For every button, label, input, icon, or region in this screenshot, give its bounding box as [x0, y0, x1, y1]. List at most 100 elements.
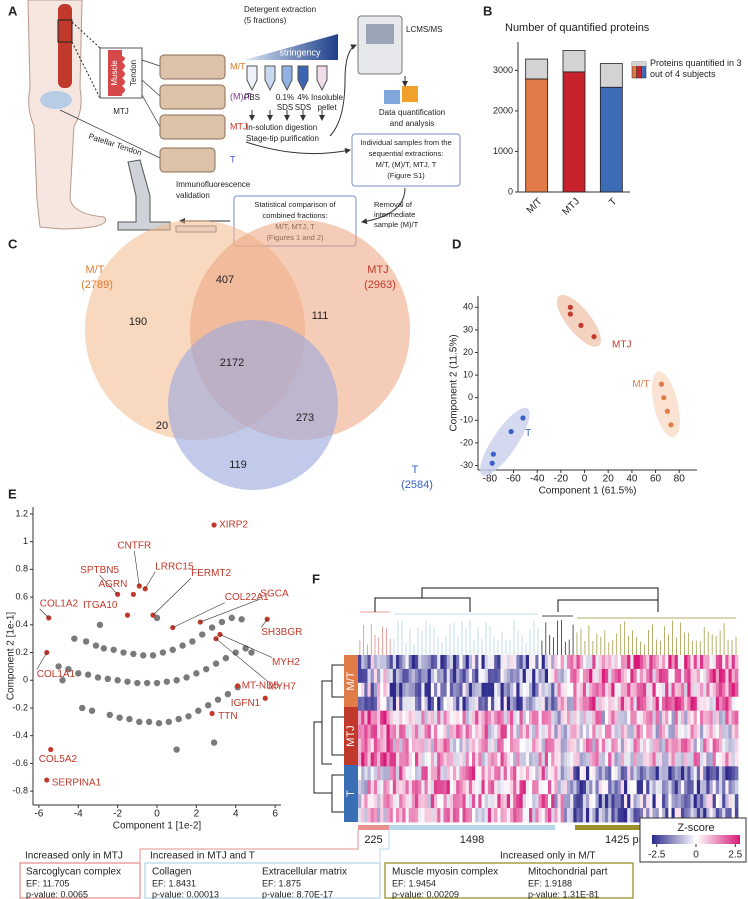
venn-count: 20	[156, 420, 168, 432]
venn-count: 190	[129, 316, 147, 328]
heatmap-cell	[633, 724, 638, 739]
heatmap-cell	[418, 752, 422, 767]
heatmap-cell	[478, 794, 482, 809]
heatmap-cell	[408, 696, 413, 712]
heatmap-cell	[731, 794, 736, 809]
point	[203, 665, 210, 673]
point	[664, 408, 671, 414]
heatmap-cell	[614, 780, 619, 795]
heatmap-cell	[582, 766, 587, 781]
heatmap-cell	[693, 808, 698, 823]
heatmap-cell	[386, 724, 391, 739]
heatmap-cell	[627, 682, 631, 698]
y-tick-label: 0.4	[15, 619, 28, 629]
heatmap-cell	[538, 738, 543, 753]
heatmap-cell	[541, 682, 546, 698]
heatmap-cell	[506, 710, 511, 725]
heatmap-cell	[513, 710, 517, 725]
heatmap-cell	[677, 682, 682, 698]
heatmap-cell	[389, 655, 394, 670]
y-tick-label: 3000	[493, 65, 513, 75]
heatmap-cell	[573, 780, 577, 795]
point	[142, 586, 148, 592]
tube	[316, 65, 328, 92]
heatmap-cell	[484, 752, 489, 767]
heatmap-cell	[681, 696, 685, 712]
heatmap-cell	[392, 738, 397, 753]
heatmap-cell	[399, 655, 403, 670]
heatmap-cell	[677, 780, 682, 795]
heatmap-cell	[380, 696, 384, 712]
heatmap-cell	[652, 682, 657, 698]
heatmap-cell	[684, 766, 688, 781]
heatmap-cell	[494, 780, 498, 795]
heatmap-cell	[706, 738, 710, 753]
label: Data quantification	[379, 108, 445, 117]
heatmap-cell	[639, 655, 644, 670]
heatmap-cell	[481, 808, 486, 823]
heatmap-cell	[725, 780, 729, 795]
heatmap-cell	[665, 655, 669, 670]
heatmap-cell	[668, 682, 672, 698]
heatmap-cell	[415, 655, 419, 670]
heatmap-cell	[491, 724, 495, 739]
point	[490, 451, 496, 457]
heatmap-cell	[589, 710, 593, 725]
legend-label: Proteins quantified in 3 out of 4 subjec…	[650, 58, 742, 79]
heatmap-cell	[440, 696, 444, 712]
heatmap-cell	[646, 766, 650, 781]
heatmap-cell	[525, 724, 530, 739]
heatmap-cell	[519, 655, 524, 670]
heatmap-cell	[538, 752, 543, 767]
heatmap-cell	[548, 682, 552, 698]
heatmap-cell	[557, 710, 562, 725]
cluster-size: 1498	[460, 834, 484, 846]
heatmap-cell	[576, 752, 581, 767]
heatmap-cell	[722, 752, 726, 767]
heatmap-cell	[646, 655, 650, 670]
heatmap-cell	[453, 808, 457, 823]
heatmap-cell	[443, 794, 448, 809]
heatmap-cell	[649, 766, 653, 781]
point	[189, 638, 196, 645]
heatmap-cell	[557, 655, 562, 670]
heatmap-cell	[440, 752, 444, 767]
heatmap-cell	[579, 766, 584, 781]
heatmap-cell	[706, 766, 710, 781]
heatmap-cell	[392, 724, 397, 739]
label: Tendon	[129, 60, 138, 86]
heatmap-cell	[671, 738, 676, 753]
heatmap-cell	[358, 724, 362, 739]
heatmap-cell	[503, 766, 508, 781]
heatmap-cell	[649, 724, 653, 739]
heatmap-cell	[624, 738, 628, 753]
bar	[599, 86, 623, 193]
heatmap-cell	[715, 668, 720, 684]
heatmap-cell	[510, 724, 514, 739]
heatmap-cell	[687, 752, 691, 767]
heatmap-cell	[415, 682, 419, 698]
heatmap-cell	[370, 794, 375, 809]
heatmap-cell	[608, 668, 612, 684]
heatmap-cell	[548, 724, 552, 739]
x-tick-label: 20	[603, 474, 615, 485]
heatmap-cell	[443, 668, 448, 684]
heatmap-cell	[415, 766, 419, 781]
term-p: p-value: 0.00209	[392, 889, 459, 899]
heatmap-cell	[655, 766, 660, 781]
heatmap-cell	[592, 696, 596, 712]
heatmap-cell	[456, 668, 460, 684]
point	[110, 646, 117, 653]
heatmap-cell	[598, 655, 603, 670]
term-p: p-value: 1.31E-81	[528, 889, 599, 899]
heatmap-cell	[446, 655, 451, 670]
heatmap-cell	[522, 766, 527, 781]
heatmap-cell	[677, 808, 682, 823]
heatmap-cell	[643, 752, 647, 767]
heatmap-cell	[703, 794, 707, 809]
flow-arrow	[329, 44, 357, 137]
heatmap-cell	[532, 808, 536, 823]
heatmap-cell	[709, 780, 714, 795]
leg	[27, 0, 107, 230]
heatmap-cell	[430, 682, 435, 698]
